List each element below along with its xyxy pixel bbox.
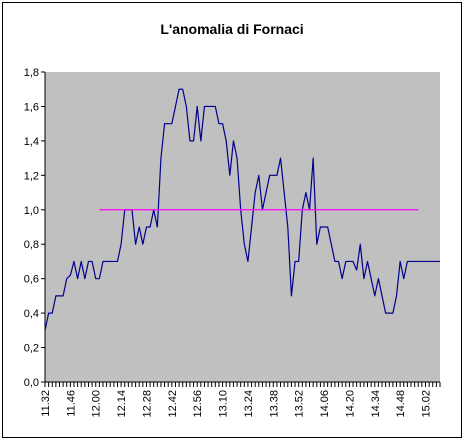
x-tick-label: 13.38 — [268, 390, 280, 418]
x-tick-label: 11.46 — [65, 390, 77, 417]
y-tick-label: 0,2 — [24, 343, 39, 355]
y-tick-label: 0,4 — [24, 308, 39, 320]
y-tick-label: 1,2 — [24, 170, 39, 182]
x-tick-label: 14.06 — [319, 390, 331, 418]
x-tick-label: 14.48 — [395, 390, 407, 418]
x-tick-label: 15.02 — [421, 390, 433, 418]
chart-title: L'anomalia di Fornaci — [160, 21, 303, 37]
x-tick-label: 14.20 — [344, 390, 356, 418]
y-tick-label: 1,8 — [24, 67, 39, 79]
x-tick-label: 11.32 — [40, 390, 52, 417]
y-tick-label: 1,4 — [24, 136, 39, 148]
x-tick-label: 12.28 — [141, 390, 153, 418]
y-tick-label: 0,0 — [24, 377, 39, 389]
x-tick-label: 12.00 — [91, 390, 103, 418]
x-tick-labels: 11.32 11.46 12.00 12.14 12.28 12.42 12.56 13.10… — [40, 390, 433, 418]
x-tick-label: 14.34 — [370, 390, 382, 418]
x-tick-label: 12.14 — [116, 390, 128, 418]
y-tick-label: 0,6 — [24, 274, 39, 286]
anomaly-series-line — [44, 88, 440, 331]
x-tick-label: 13.24 — [243, 390, 255, 418]
y-tick-label: 0,8 — [24, 239, 39, 251]
y-tick-label: 1,0 — [24, 205, 39, 217]
x-tick-label: 12.56 — [192, 390, 204, 418]
axes — [41, 71, 441, 387]
series-layer — [44, 88, 440, 331]
y-tick-labels: 0,0 0,2 0,4 0,6 0,8 1,0 1,2 1,4 1,6 1,8 — [24, 67, 39, 389]
x-tick-label: 13.10 — [218, 390, 230, 418]
x-tick-label: 12.42 — [167, 390, 179, 418]
x-tick-label: 13.52 — [294, 390, 306, 418]
y-tick-label: 1,6 — [24, 101, 39, 113]
